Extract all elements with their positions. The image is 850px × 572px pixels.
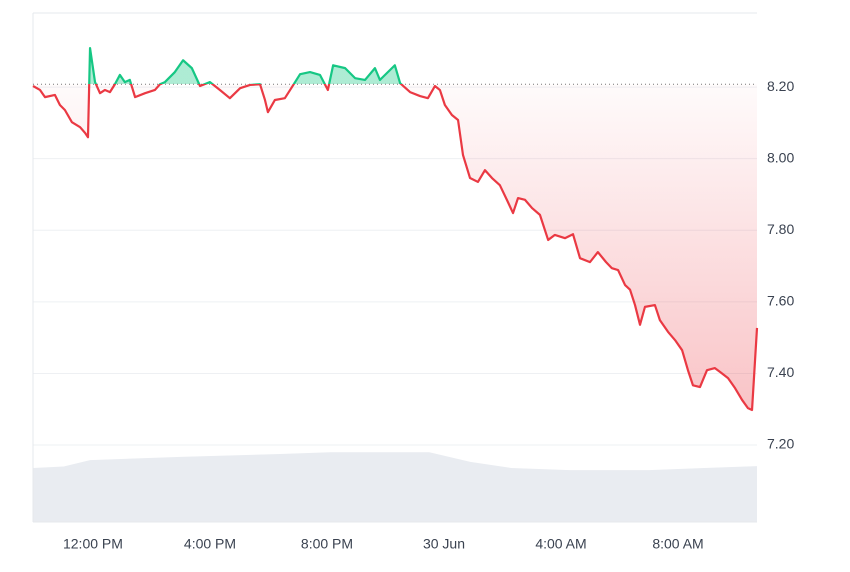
x-tick-label: 12:00 PM	[63, 536, 123, 552]
x-tick-label: 8:00 AM	[652, 536, 703, 552]
price-area	[33, 48, 757, 410]
y-tick-label: 7.80	[767, 221, 794, 237]
volume-area	[33, 452, 757, 522]
y-tick-label: 8.00	[767, 149, 794, 165]
x-tick-label: 8:00 PM	[301, 536, 353, 552]
x-tick-label: 30 Jun	[423, 536, 465, 552]
y-tick-label: 7.40	[767, 364, 794, 380]
x-tick-label: 4:00 PM	[184, 536, 236, 552]
y-tick-label: 8.20	[767, 78, 794, 94]
y-tick-label: 7.20	[767, 436, 794, 452]
price-line	[32, 46, 759, 412]
x-tick-label: 4:00 AM	[535, 536, 586, 552]
y-tick-label: 7.60	[767, 293, 794, 309]
